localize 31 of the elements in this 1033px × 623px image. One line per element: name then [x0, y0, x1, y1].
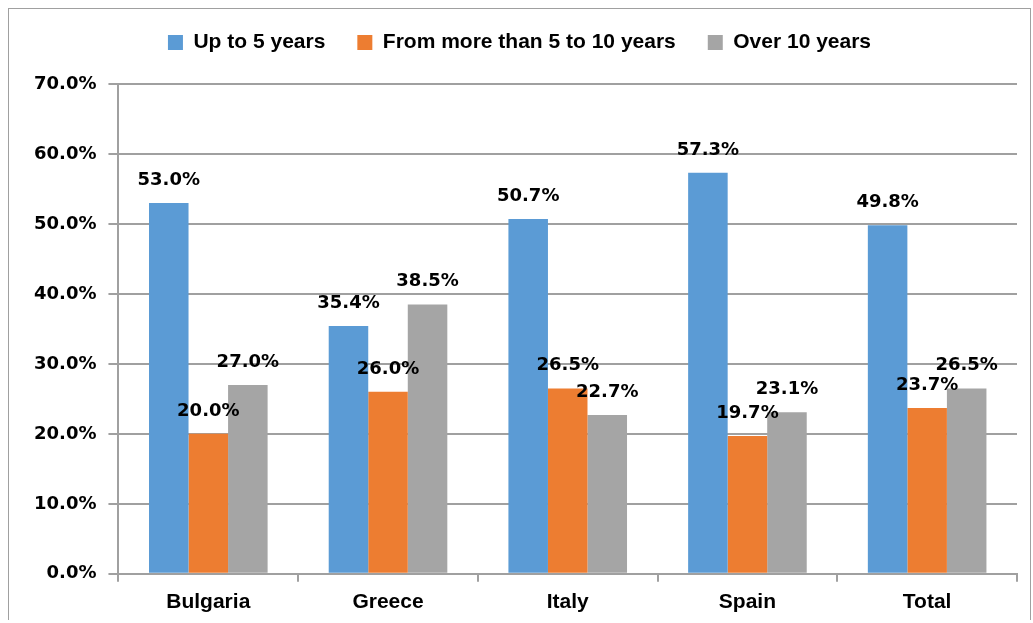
data-label: 26.0%: [356, 356, 420, 378]
x-tick-label: Bulgaria: [166, 589, 251, 613]
y-tick-label: 20.0%: [33, 421, 97, 443]
data-label: 27.0%: [216, 349, 280, 371]
data-label: 22.7%: [576, 379, 639, 401]
legend-label: Up to 5 years: [193, 29, 326, 53]
y-tick-label: 60.0%: [33, 141, 97, 163]
legend-label: From more than 5 to 10 years: [382, 29, 676, 53]
bar: [188, 433, 229, 573]
x-tick-label: Total: [902, 589, 952, 613]
y-tick-label: 50.0%: [33, 211, 97, 233]
data-label: 23.1%: [755, 376, 819, 398]
data-label: 57.3%: [676, 137, 740, 159]
data-label: 50.7%: [496, 183, 560, 205]
x-tick-label: Italy: [546, 589, 590, 613]
y-tick-label: 10.0%: [33, 491, 97, 513]
y-tick-label: 0.0%: [46, 561, 97, 583]
x-tick-label: Spain: [718, 589, 777, 613]
y-tick-label: 70.0%: [33, 71, 97, 93]
data-label: 35.4%: [317, 290, 380, 312]
data-label: 49.8%: [856, 190, 919, 212]
y-tick-label: 40.0%: [33, 281, 97, 303]
data-label: 53.0%: [137, 167, 200, 189]
data-label: 26.5%: [935, 353, 998, 375]
legend-label: Over 10 years: [733, 29, 872, 53]
bar: [907, 407, 947, 573]
y-tick-label: 30.0%: [33, 351, 97, 373]
data-label: 38.5%: [396, 269, 459, 291]
bar: [727, 435, 768, 573]
x-tick-label: Greece: [352, 589, 424, 613]
bar: [368, 391, 408, 573]
